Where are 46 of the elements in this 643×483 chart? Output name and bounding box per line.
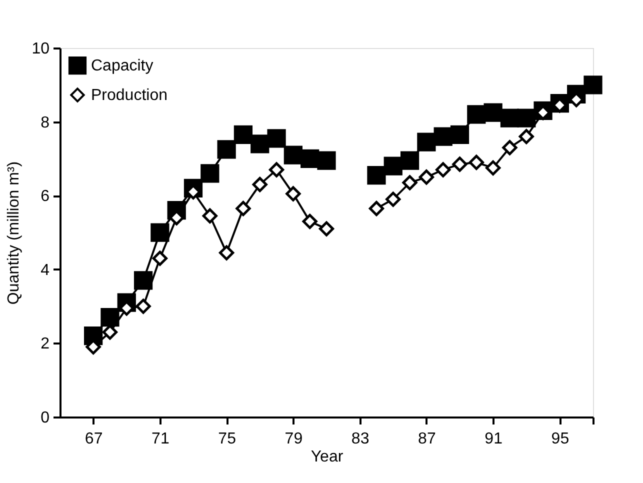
point	[367, 166, 386, 185]
point	[452, 156, 468, 172]
y-tick-label: 10	[32, 40, 50, 58]
point	[584, 76, 602, 94]
x-tick-label: 67	[84, 430, 103, 448]
point	[517, 108, 536, 128]
point	[502, 140, 518, 156]
x-tick-label: 87	[418, 430, 436, 448]
x-tick-label: 79	[284, 430, 303, 448]
point	[300, 149, 320, 168]
point	[450, 125, 470, 144]
y-tick-label: 8	[40, 114, 50, 132]
point	[485, 160, 501, 176]
x-tick-label: 75	[218, 430, 236, 448]
y-tick-label: 6	[40, 188, 50, 206]
point	[386, 192, 401, 207]
point	[234, 125, 253, 144]
point	[417, 132, 436, 152]
point	[267, 129, 286, 148]
point	[484, 103, 502, 122]
y-axis-title: Quantity (million m³)	[6, 161, 23, 305]
x-axis-title: Year	[310, 448, 344, 466]
point	[284, 146, 302, 164]
point	[250, 134, 270, 154]
point	[217, 140, 236, 159]
x-tick-label: 71	[152, 430, 170, 448]
x-tick-label: 83	[351, 430, 370, 448]
point	[468, 154, 484, 170]
legend-label: Capacity	[91, 58, 154, 74]
point	[518, 128, 534, 144]
point	[434, 127, 452, 146]
point	[384, 156, 402, 176]
point	[467, 105, 486, 124]
point	[500, 108, 520, 128]
point	[436, 162, 451, 178]
point	[317, 151, 336, 170]
point	[400, 151, 420, 170]
legend-label: Production	[91, 87, 168, 104]
point	[402, 175, 418, 190]
y-tick-label: 0	[40, 410, 50, 426]
x-tick-label: 91	[484, 430, 503, 448]
x-tick-label: 95	[551, 430, 570, 448]
point	[418, 170, 434, 185]
y-tick-label: 2	[40, 336, 50, 353]
y-tick-label: 4	[40, 262, 50, 279]
point	[368, 200, 384, 216]
